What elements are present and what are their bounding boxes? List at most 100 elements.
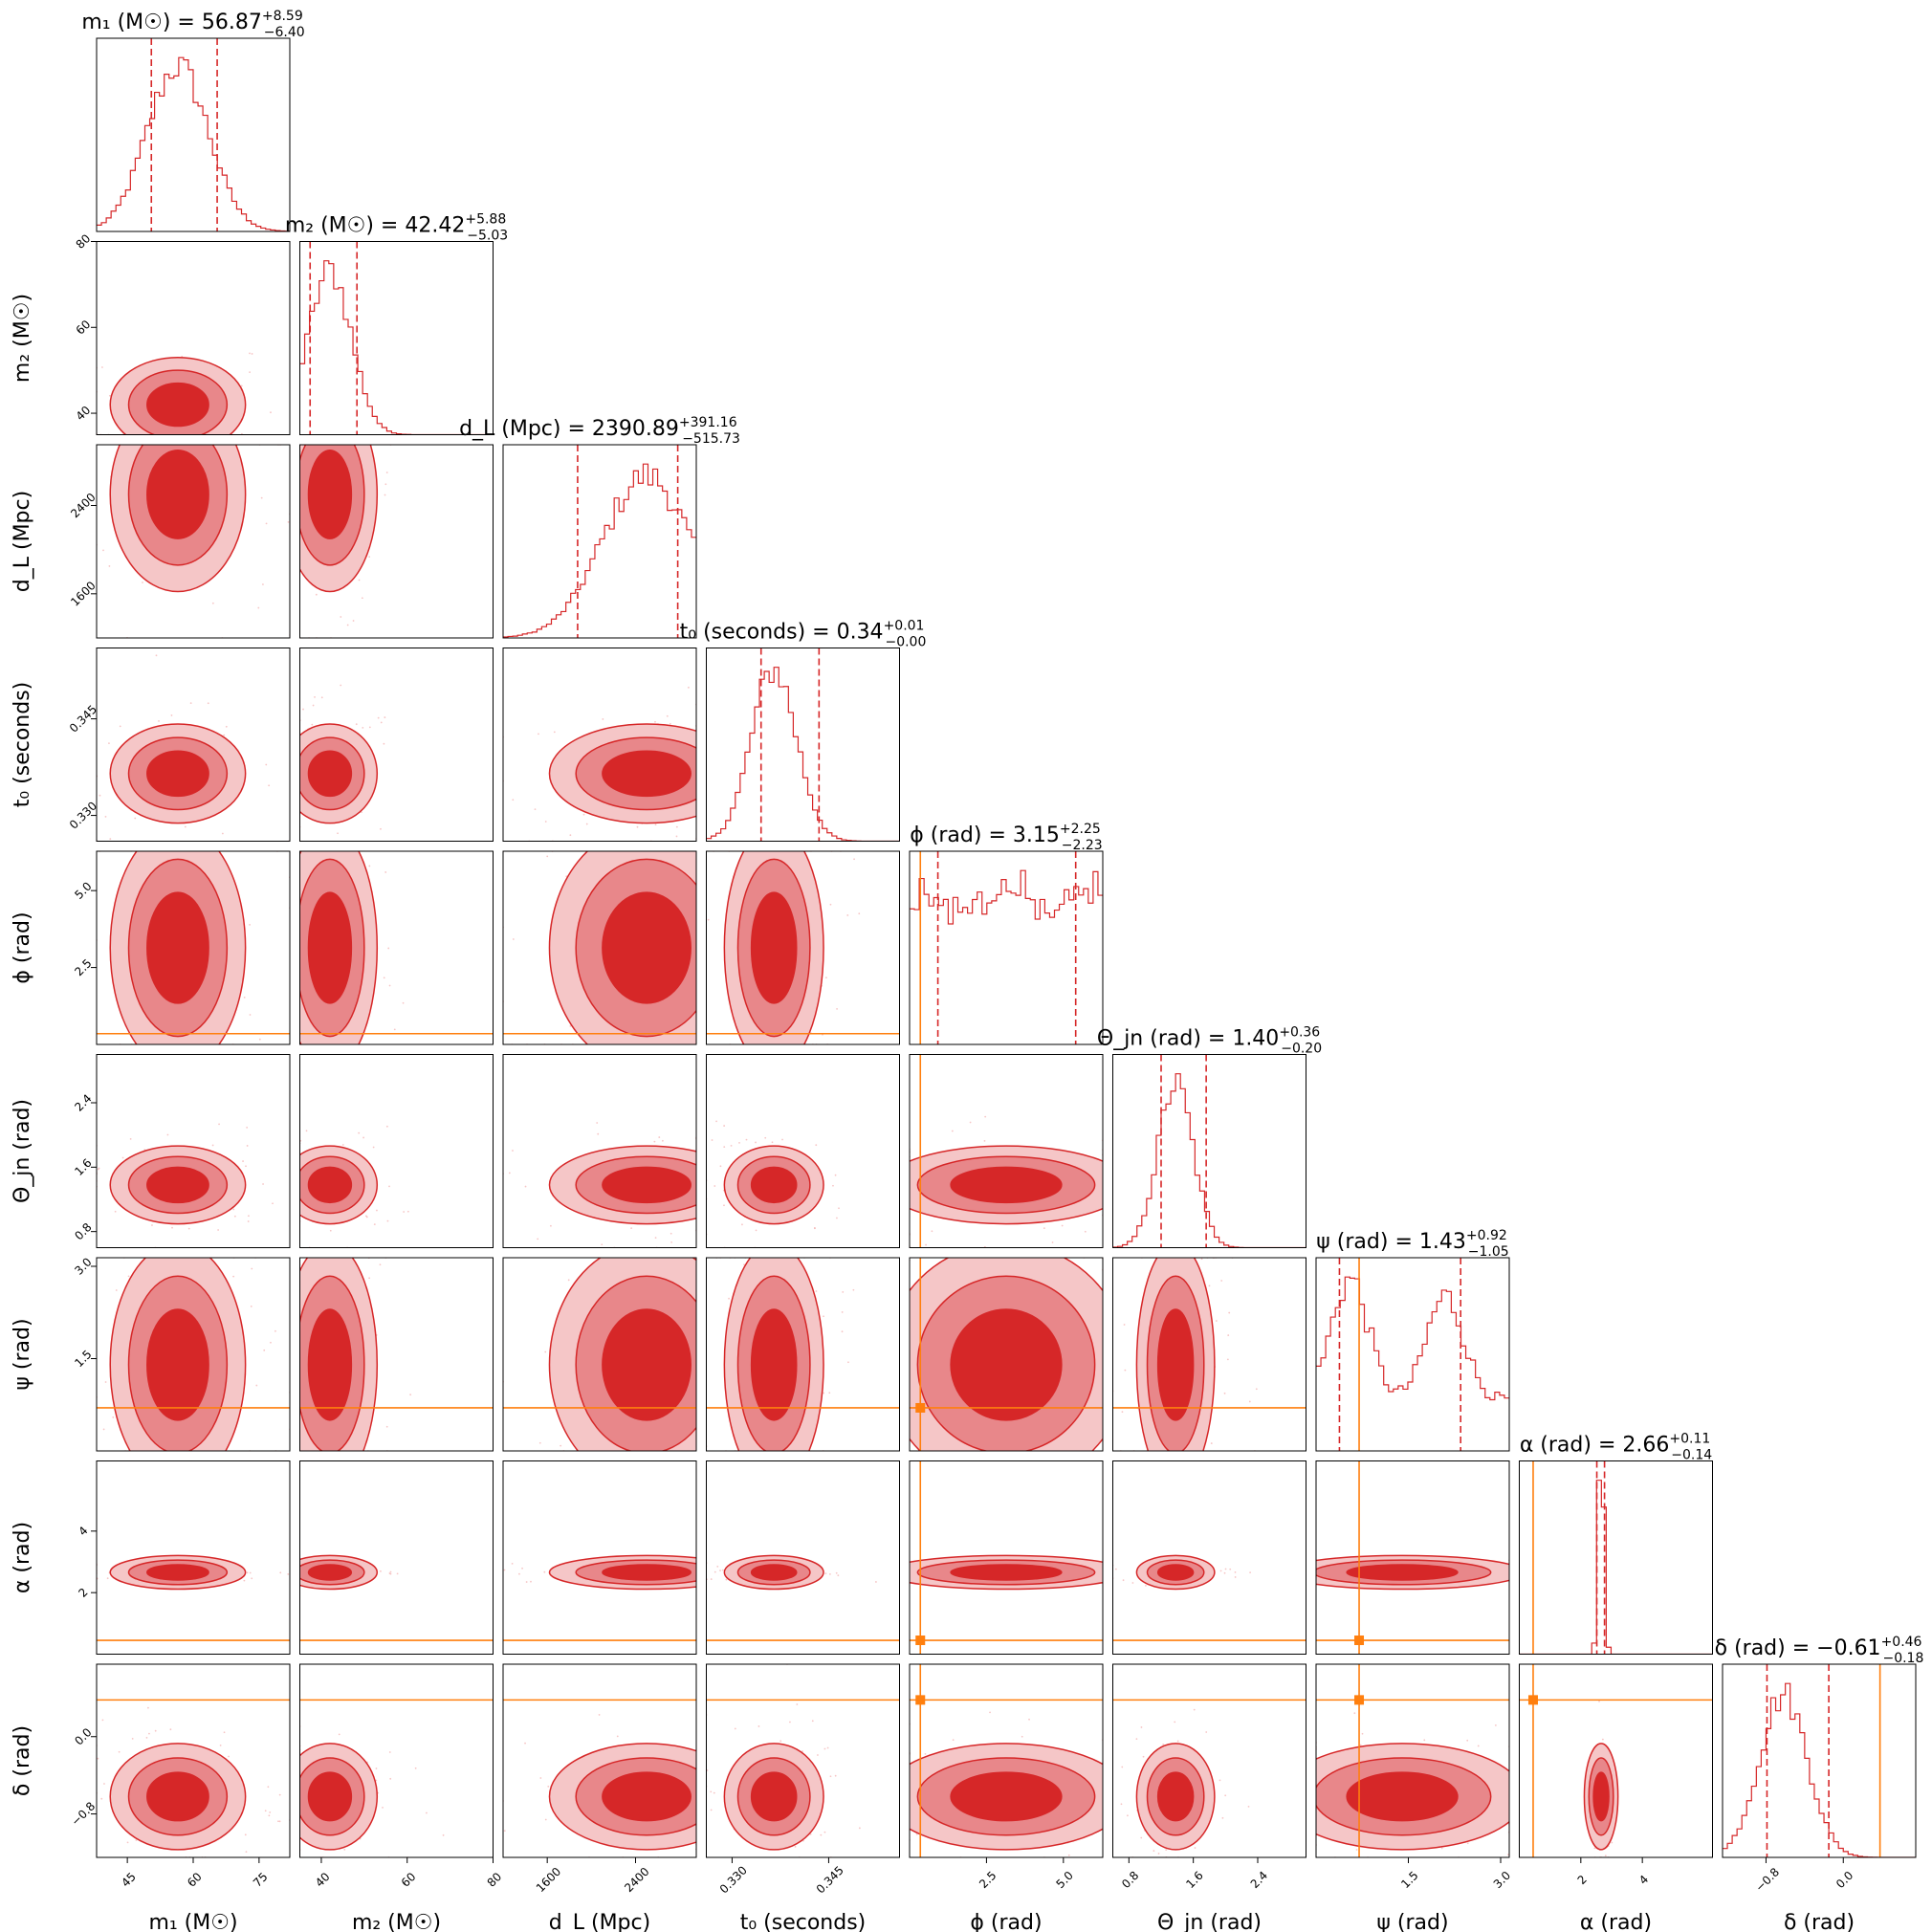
panel-frame-theta [1112,1054,1306,1248]
x-tick-theta: 2.4 [1248,1869,1270,1891]
panel-frame-phi-alpha [909,1460,1104,1655]
contour-m2-psi-2 [307,1308,353,1421]
contour-t0-delta-2 [750,1771,798,1822]
density-panel-psi-alpha [1315,1460,1510,1655]
contour-m1-dL-2 [146,450,209,539]
histogram-theta [1112,1073,1306,1248]
contour-alpha-delta-2 [1592,1771,1610,1822]
density-panel-t0-alpha [706,1460,900,1655]
x-axis-label-phi: ϕ (rad) [970,1911,1042,1932]
density-panel-t0-phi [706,850,900,1045]
panel-frame-m2-phi [299,850,494,1045]
panel-frame-m1-psi [96,1257,291,1452]
panel-frame-alpha [1519,1460,1713,1655]
panel-frame-m2-psi [299,1257,494,1452]
contour-m1-m2-2 [146,382,209,428]
panel-frame-m1 [96,37,291,232]
truth-marker-psi-alpha [1354,1636,1365,1646]
y-axis-label-dL: d_L (Mpc) [11,491,34,592]
panel-frame-psi-delta [1315,1663,1510,1858]
truth-marker-psi-delta [1354,1695,1365,1705]
panel-frame-m1-phi [96,850,291,1045]
histogram-panel-delta: δ (rad) = −0.61+0.46 −0.18 [1715,1635,1923,1858]
contour-t0-phi-2 [750,891,798,1004]
density-panel-m1-m2 [96,241,291,435]
x-axis-label-m1: m₁ (M☉) [148,1911,237,1932]
y-tick-psi: 3.0 [72,1255,94,1277]
histogram-panel-psi: ψ (rad) = 1.43+0.92 −1.05 [1315,1228,1510,1452]
density-panel-dL-theta [502,1054,697,1248]
x-tick-dL: 2400 [622,1865,651,1895]
histogram-m1 [97,56,290,231]
panel-title-t0: t₀ (seconds) = 0.34+0.01 −0.00 [680,619,927,650]
panel-frame-m2 [299,241,494,435]
density-panel-m1-phi [96,850,291,1045]
panel-frame-m2-t0 [299,648,494,842]
x-tick-m1: 45 [119,1870,139,1890]
y-tick-delta: 0.0 [72,1725,94,1747]
density-panel-m2-dL [299,444,494,639]
panel-frame-m1-dL [96,444,291,639]
contour-dL-psi-2 [602,1308,692,1421]
x-tick-dL: 1600 [534,1865,563,1895]
density-panel-phi-psi [909,1257,1104,1452]
contour-m2-t0-2 [307,750,353,798]
panel-frame-m1-alpha [96,1460,291,1655]
contour-dL-theta-2 [602,1166,692,1204]
density-panel-m2-delta [299,1663,494,1858]
x-tick-alpha: 4 [1636,1873,1651,1887]
density-panel-phi-alpha [909,1460,1104,1655]
contour-dL-t0-2 [602,750,692,798]
contour-m2-theta-2 [307,1166,353,1204]
y-tick-theta: 1.6 [72,1156,94,1178]
histogram-t0 [706,667,900,842]
contour-dL-phi-2 [602,891,692,1004]
x-axis-label-theta: Θ_jn (rad) [1157,1911,1262,1932]
histogram-panel-alpha: α (rad) = 2.66+0.11 −0.14 [1519,1432,1713,1655]
density-panel-m2-phi [299,850,494,1045]
contour-t0-psi-2 [750,1308,798,1421]
y-tick-m2: 60 [74,318,94,338]
x-axis-label-alpha: α (rad) [1580,1911,1652,1932]
x-tick-m1: 75 [251,1870,271,1890]
contour-m2-delta-2 [307,1771,353,1822]
density-panel-theta-alpha [1112,1460,1306,1655]
density-panel-t0-theta [706,1054,900,1248]
contour-m1-t0-2 [146,750,209,798]
contour-psi-delta-2 [1346,1771,1459,1822]
density-panel-theta-psi [1112,1257,1306,1452]
panel-frame-dL-phi [502,850,697,1045]
panel-frame-dL-alpha [502,1460,697,1655]
histogram-panel-dL: d_L (Mpc) = 2390.89+391.16 −515.73 [459,415,740,639]
density-panel-m2-t0 [299,648,494,842]
density-panel-phi-delta [909,1663,1104,1858]
panel-title-m1: m₁ (M☉) = 56.87+8.59 −6.40 [81,9,304,40]
density-panel-m1-theta [96,1054,291,1248]
panel-frame-theta-delta [1112,1663,1306,1858]
panel-frame-dL [502,444,697,639]
contour-m1-phi-2 [146,891,209,1004]
density-panel-m1-delta [96,1663,291,1858]
panel-frame-m2-delta [299,1663,494,1858]
x-axis-label-t0: t₀ (seconds) [740,1911,867,1932]
density-panel-dL-phi [502,850,697,1045]
y-axis-label-theta: Θ_jn (rad) [11,1099,34,1203]
density-panel-m1-t0 [96,648,291,842]
panel-frame-phi-psi [909,1257,1104,1452]
panel-frame-theta-psi [1112,1257,1306,1452]
panel-title-alpha: α (rad) = 2.66+0.11 −0.14 [1520,1432,1712,1463]
y-axis-label-m2: m₂ (M☉) [11,294,34,383]
histogram-m2 [299,260,494,435]
contour-t0-alpha-2 [750,1564,798,1581]
density-panel-dL-psi [502,1257,697,1452]
contour-m2-alpha-2 [307,1564,353,1581]
y-tick-psi: 1.5 [72,1348,94,1370]
y-axis-label-phi: ϕ (rad) [11,911,34,983]
y-axis-label-delta: δ (rad) [11,1725,34,1796]
x-tick-psi: 3.0 [1491,1869,1513,1891]
histogram-psi [1316,1276,1509,1401]
histogram-panel-theta: Θ_jn (rad) = 1.40+0.36 −0.20 [1097,1025,1322,1248]
contour-theta-alpha-2 [1156,1564,1195,1581]
density-panel-dL-alpha [502,1460,697,1655]
